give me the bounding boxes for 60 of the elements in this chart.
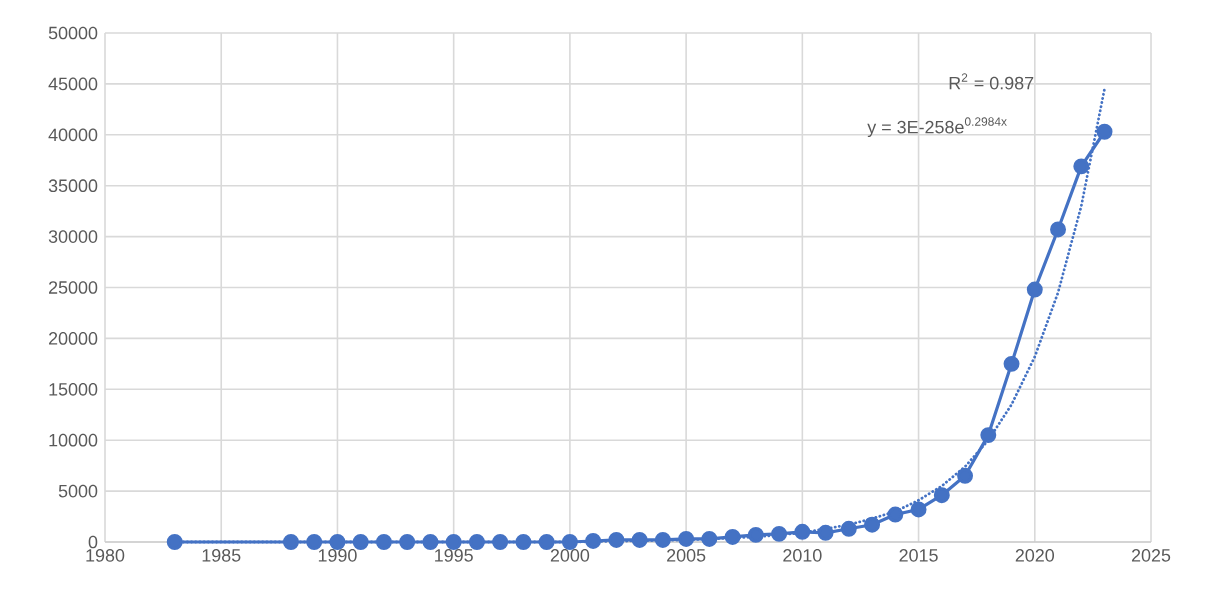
point [585, 533, 602, 549]
point [840, 520, 857, 537]
y-tick-label: 0 [88, 535, 98, 549]
y-tick-label: 50000 [48, 26, 98, 40]
point [817, 524, 834, 541]
point [980, 427, 997, 444]
x-tick-label: 2020 [1015, 549, 1055, 562]
point [701, 530, 718, 547]
y-tick-label: 30000 [48, 230, 98, 243]
point [1073, 158, 1090, 175]
point [654, 531, 671, 548]
x-tick-label: 1990 [318, 549, 357, 562]
x-tick-label: 1980 [86, 549, 125, 562]
x-tick-label: 2000 [550, 549, 590, 562]
point [538, 534, 555, 550]
point [515, 534, 532, 550]
point [957, 467, 974, 484]
x-tick-label: 1995 [435, 549, 473, 562]
point [724, 528, 741, 545]
y-tick-label: 35000 [48, 179, 98, 193]
point [608, 531, 625, 548]
y-tick-label: 15000 [49, 382, 98, 396]
point [887, 506, 904, 523]
point [468, 534, 485, 550]
y-tick-label: 40000 [48, 128, 98, 142]
point [771, 525, 788, 542]
point [492, 534, 509, 550]
point [399, 534, 416, 550]
point [864, 516, 881, 533]
point [282, 534, 299, 550]
y-tick-label: 25000 [49, 281, 98, 294]
x-tick-label: 1985 [202, 549, 241, 562]
y-tick-label: 45000 [48, 77, 98, 91]
y-tick-label: 20000 [49, 332, 98, 345]
x-tick-label: 2025 [1131, 549, 1171, 562]
point [631, 531, 648, 548]
point [794, 523, 811, 540]
y-tick-label: 5000 [58, 484, 98, 498]
point [422, 534, 439, 550]
point [375, 534, 392, 550]
point [352, 534, 369, 550]
point [678, 530, 695, 547]
point [445, 534, 462, 550]
point [1096, 123, 1113, 140]
point [910, 501, 927, 518]
point [1050, 221, 1067, 238]
point [166, 534, 183, 550]
point [1026, 281, 1043, 298]
x-tick-label: 2005 [667, 549, 706, 562]
annotation: y = 3E-258e$^{0.2984x}$ [867, 117, 1007, 138]
point [933, 487, 950, 504]
point [1003, 355, 1020, 372]
point [329, 534, 346, 550]
point [561, 534, 578, 550]
x-tick-label: 2010 [783, 549, 822, 562]
point [306, 534, 323, 550]
annotation: R$^{2}$ = 0.987 [949, 73, 1034, 90]
x-tick-label: 2015 [899, 549, 938, 562]
y-tick-label: 10000 [49, 433, 98, 447]
point [747, 526, 764, 543]
